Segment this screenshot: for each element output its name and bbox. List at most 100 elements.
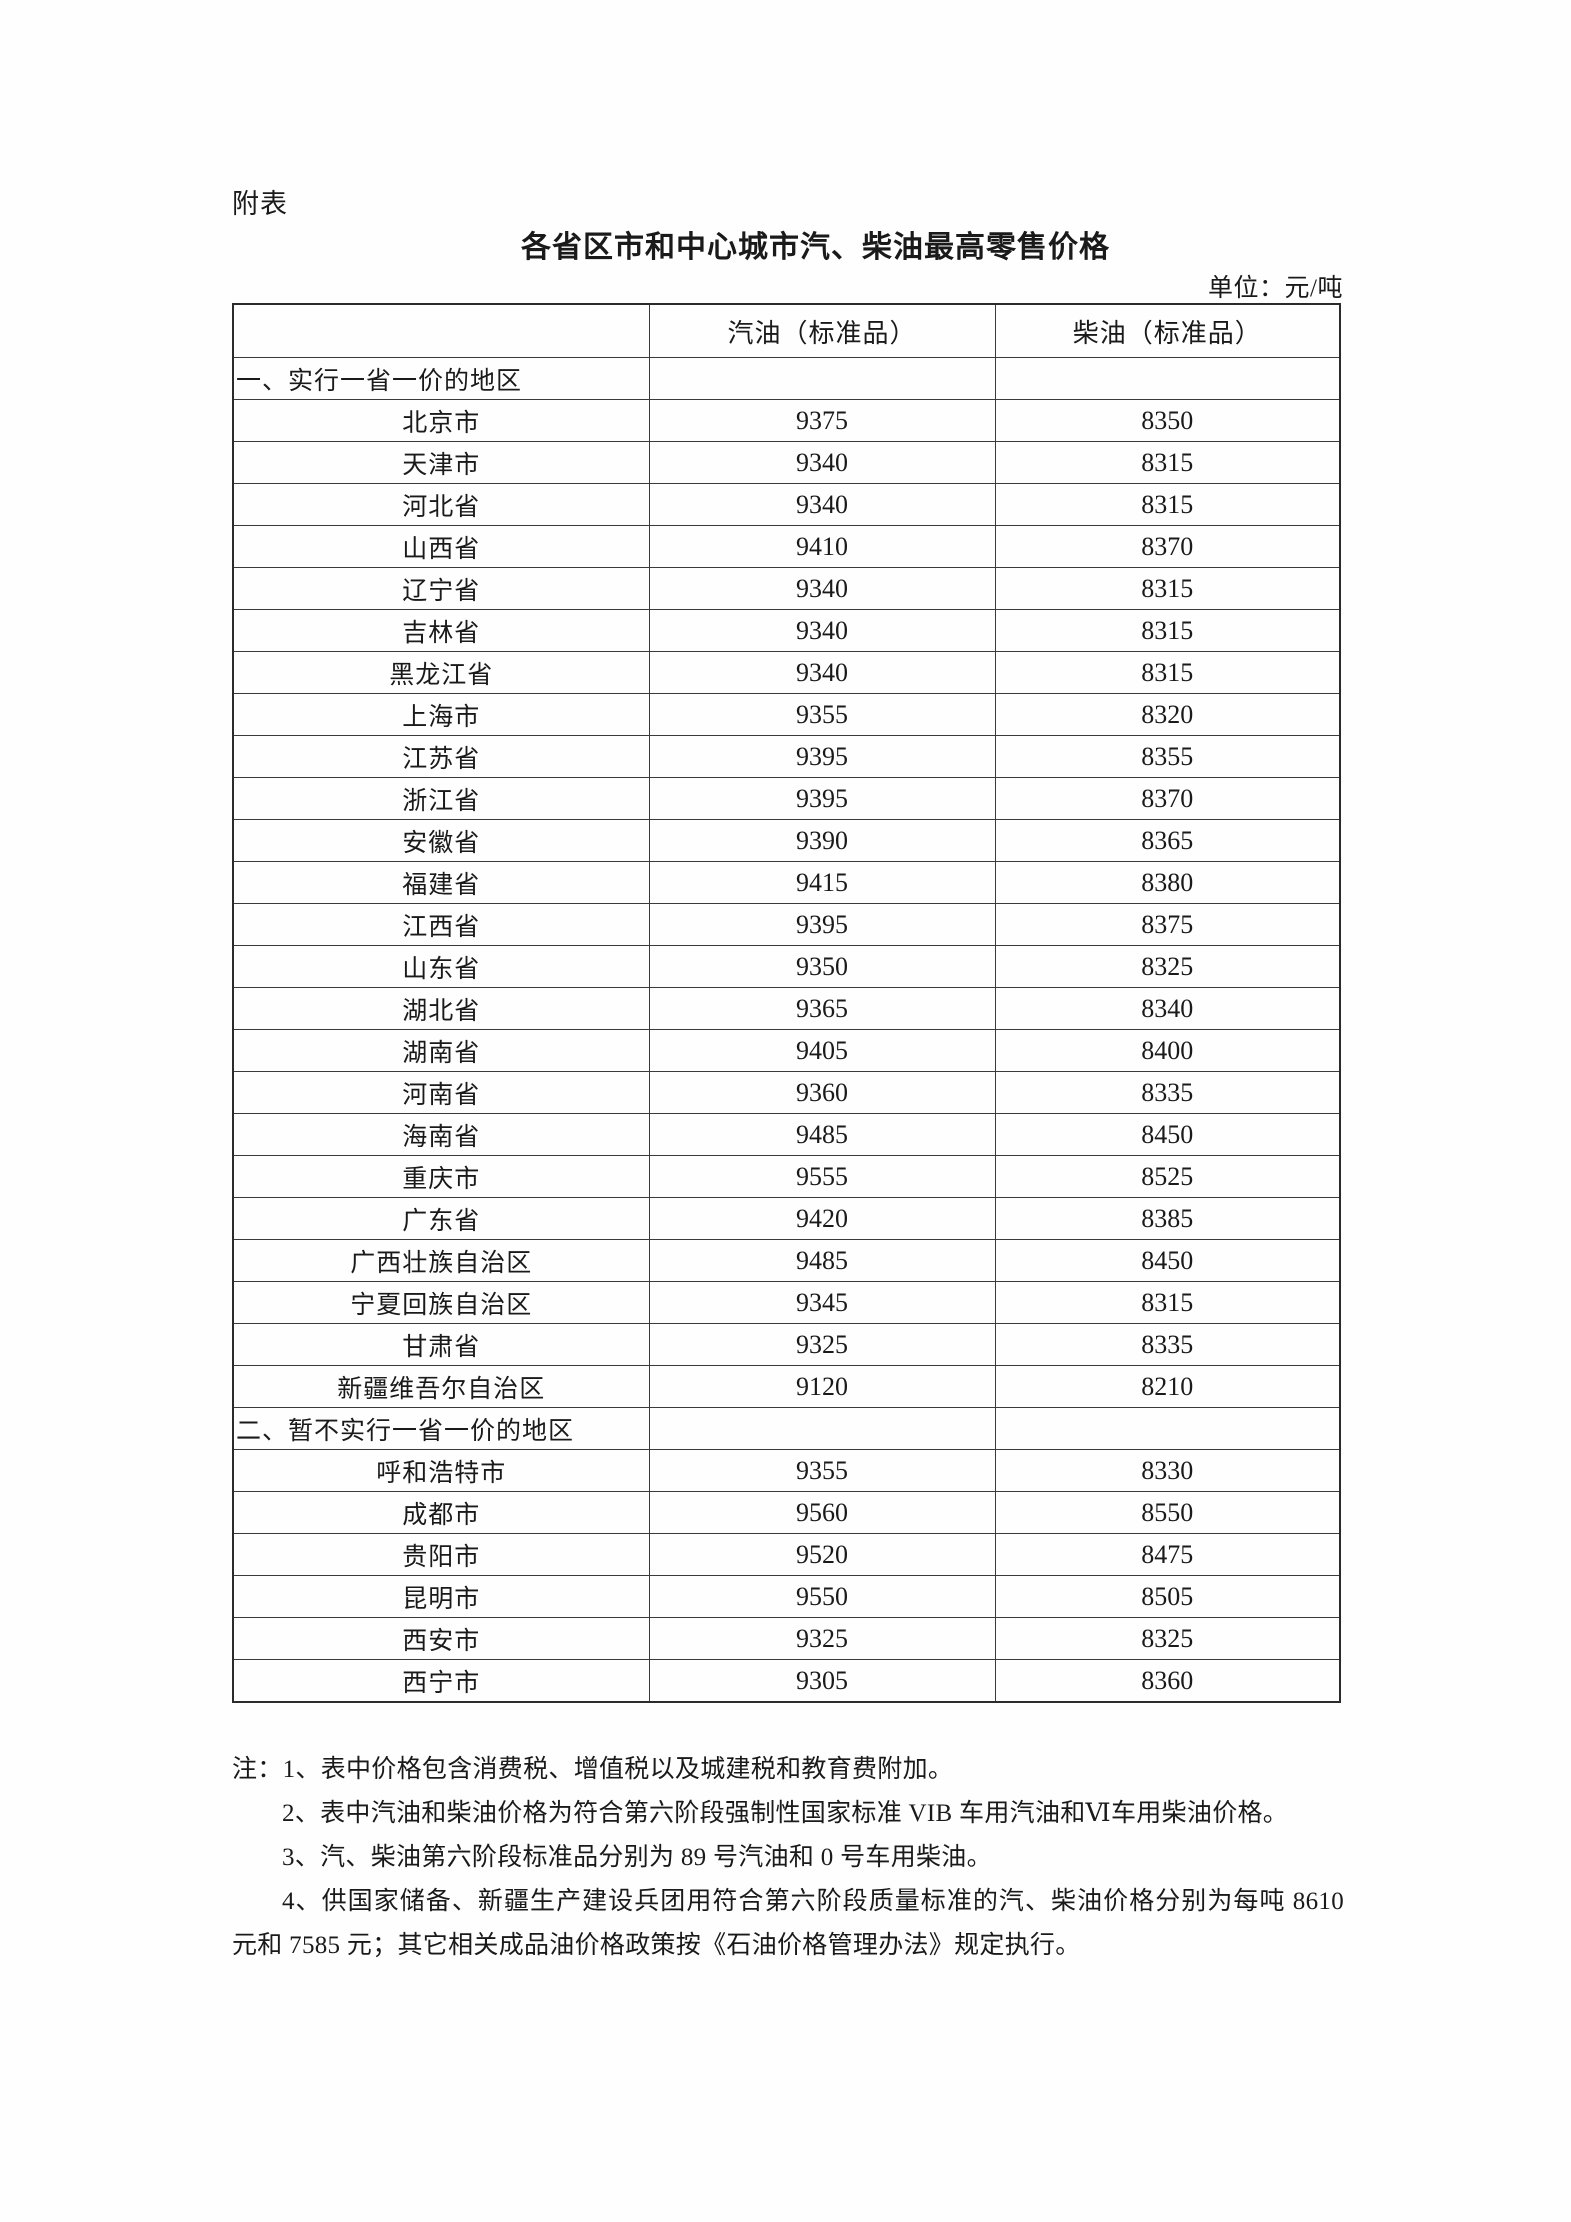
region-name-cell: 贵阳市 (232, 1533, 650, 1576)
gasoline-price-cell: 9485 (648, 1113, 996, 1156)
gasoline-price-cell: 9415 (648, 861, 996, 904)
table-section-row: 二、暂不实行一省一价的地区 (232, 1407, 1341, 1450)
diesel-price-cell: 8550 (994, 1491, 1341, 1534)
region-name-cell: 湖南省 (232, 1029, 650, 1072)
gasoline-price-cell: 9340 (648, 651, 996, 694)
gasoline-price-cell: 9560 (648, 1491, 996, 1534)
region-name-cell: 山西省 (232, 525, 650, 568)
region-name-cell: 江苏省 (232, 735, 650, 778)
notes-block: 注：1、表中价格包含消费税、增值税以及城建税和教育费附加。 2、表中汽油和柴油价格… (232, 1748, 1344, 1968)
table-row: 重庆市 9555 8525 (232, 1155, 1341, 1198)
gasoline-price-cell: 9325 (648, 1617, 996, 1660)
page-title: 各省区市和中心城市汽、柴油最高零售价格 (521, 231, 1110, 264)
note-line-4: 4、供国家储备、新疆生产建设兵团用符合第六阶段质量标准的汽、柴油价格分别为每吨 … (232, 1888, 1344, 1959)
table-row: 新疆维吾尔自治区 9120 8210 (232, 1365, 1341, 1408)
table-row: 河南省 9360 8335 (232, 1071, 1341, 1114)
table-row: 山西省 9410 8370 (232, 525, 1341, 568)
table-row: 安徽省 9390 8365 (232, 819, 1341, 862)
region-name-cell: 天津市 (232, 441, 650, 484)
note-line-1: 注：1、表中价格包含消费税、增值税以及城建税和教育费附加。 (232, 1756, 954, 1783)
gasoline-price-cell: 9355 (648, 693, 996, 736)
table-row: 昆明市 9550 8505 (232, 1575, 1341, 1618)
diesel-price-cell: 8370 (994, 777, 1341, 820)
diesel-price-cell: 8210 (994, 1365, 1341, 1408)
table-section-row: 一、实行一省一价的地区 (232, 357, 1341, 400)
note-line-3: 3、汽、柴油第六阶段标准品分别为 89 号汽油和 0 号车用柴油。 (282, 1844, 992, 1871)
diesel-price-cell: 8380 (994, 861, 1341, 904)
table-row: 江苏省 9395 8355 (232, 735, 1341, 778)
gasoline-price-cell: 9550 (648, 1575, 996, 1618)
gasoline-price-cell: 9360 (648, 1071, 996, 1114)
note-line-2: 2、表中汽油和柴油价格为符合第六阶段强制性国家标准 VIB 车用汽油和Ⅵ车用柴油… (282, 1800, 1289, 1827)
diesel-price-cell: 8315 (994, 609, 1341, 652)
region-name-cell: 安徽省 (232, 819, 650, 862)
section-heading: 二、暂不实行一省一价的地区 (232, 1407, 650, 1450)
diesel-price-cell: 8350 (994, 399, 1341, 442)
gasoline-price-cell: 9555 (648, 1155, 996, 1198)
diesel-price-cell: 8335 (994, 1071, 1341, 1114)
gasoline-price-cell: 9340 (648, 567, 996, 610)
diesel-price-cell: 8375 (994, 903, 1341, 946)
diesel-price-cell: 8315 (994, 483, 1341, 526)
table-row: 贵阳市 9520 8475 (232, 1533, 1341, 1576)
diesel-price-cell: 8525 (994, 1155, 1341, 1198)
table-row: 江西省 9395 8375 (232, 903, 1341, 946)
table-row: 甘肃省 9325 8335 (232, 1323, 1341, 1366)
table-row: 上海市 9355 8320 (232, 693, 1341, 736)
diesel-price-cell: 8505 (994, 1575, 1341, 1618)
diesel-price-cell: 8315 (994, 441, 1341, 484)
table-row: 宁夏回族自治区 9345 8315 (232, 1281, 1341, 1324)
attachment-label: 附表 (232, 189, 288, 219)
region-name-cell: 河北省 (232, 483, 650, 526)
column-header-diesel: 柴油（标准品） (994, 303, 1341, 358)
region-name-cell: 昆明市 (232, 1575, 650, 1618)
region-name-cell: 广西壮族自治区 (232, 1239, 650, 1282)
gasoline-price-cell: 9390 (648, 819, 996, 862)
gasoline-price-cell: 9355 (648, 1449, 996, 1492)
table-row: 天津市 9340 8315 (232, 441, 1341, 484)
region-name-cell: 山东省 (232, 945, 650, 988)
region-name-cell: 上海市 (232, 693, 650, 736)
diesel-price-cell: 8475 (994, 1533, 1341, 1576)
region-name-cell: 成都市 (232, 1491, 650, 1534)
region-name-cell: 福建省 (232, 861, 650, 904)
table-row: 福建省 9415 8380 (232, 861, 1341, 904)
diesel-price-cell: 8355 (994, 735, 1341, 778)
diesel-price-cell: 8450 (994, 1113, 1341, 1156)
table-row: 湖南省 9405 8400 (232, 1029, 1341, 1072)
region-name-cell: 吉林省 (232, 609, 650, 652)
diesel-price-cell: 8335 (994, 1323, 1341, 1366)
gasoline-price-cell: 9405 (648, 1029, 996, 1072)
table-row: 海南省 9485 8450 (232, 1113, 1341, 1156)
diesel-price-cell: 8320 (994, 693, 1341, 736)
region-name-cell: 新疆维吾尔自治区 (232, 1365, 650, 1408)
diesel-price-cell: 8340 (994, 987, 1341, 1030)
price-table: 汽油（标准品） 柴油（标准品） 一、实行一省一价的地区 北京市 9375 8350 天津… (232, 303, 1341, 1703)
region-name-cell: 宁夏回族自治区 (232, 1281, 650, 1324)
diesel-price-cell: 8360 (994, 1659, 1341, 1703)
gasoline-price-cell: 9340 (648, 609, 996, 652)
diesel-price-cell: 8385 (994, 1197, 1341, 1240)
region-name-cell: 甘肃省 (232, 1323, 650, 1366)
gasoline-price-cell: 9520 (648, 1533, 996, 1576)
region-name-cell: 重庆市 (232, 1155, 650, 1198)
gasoline-price-cell: 9420 (648, 1197, 996, 1240)
diesel-price-cell: 8450 (994, 1239, 1341, 1282)
gasoline-price-cell: 9410 (648, 525, 996, 568)
diesel-price-cell: 8315 (994, 567, 1341, 610)
section-gasoline-empty (648, 1407, 996, 1450)
section-gasoline-empty (648, 357, 996, 400)
table-row: 北京市 9375 8350 (232, 399, 1341, 442)
gasoline-price-cell: 9485 (648, 1239, 996, 1282)
region-name-cell: 广东省 (232, 1197, 650, 1240)
table-row: 浙江省 9395 8370 (232, 777, 1341, 820)
section-diesel-empty (994, 1407, 1341, 1450)
diesel-price-cell: 8325 (994, 945, 1341, 988)
gasoline-price-cell: 9395 (648, 777, 996, 820)
gasoline-price-cell: 9375 (648, 399, 996, 442)
gasoline-price-cell: 9305 (648, 1659, 996, 1703)
region-name-cell: 湖北省 (232, 987, 650, 1030)
gasoline-price-cell: 9395 (648, 735, 996, 778)
table-row: 辽宁省 9340 8315 (232, 567, 1341, 610)
